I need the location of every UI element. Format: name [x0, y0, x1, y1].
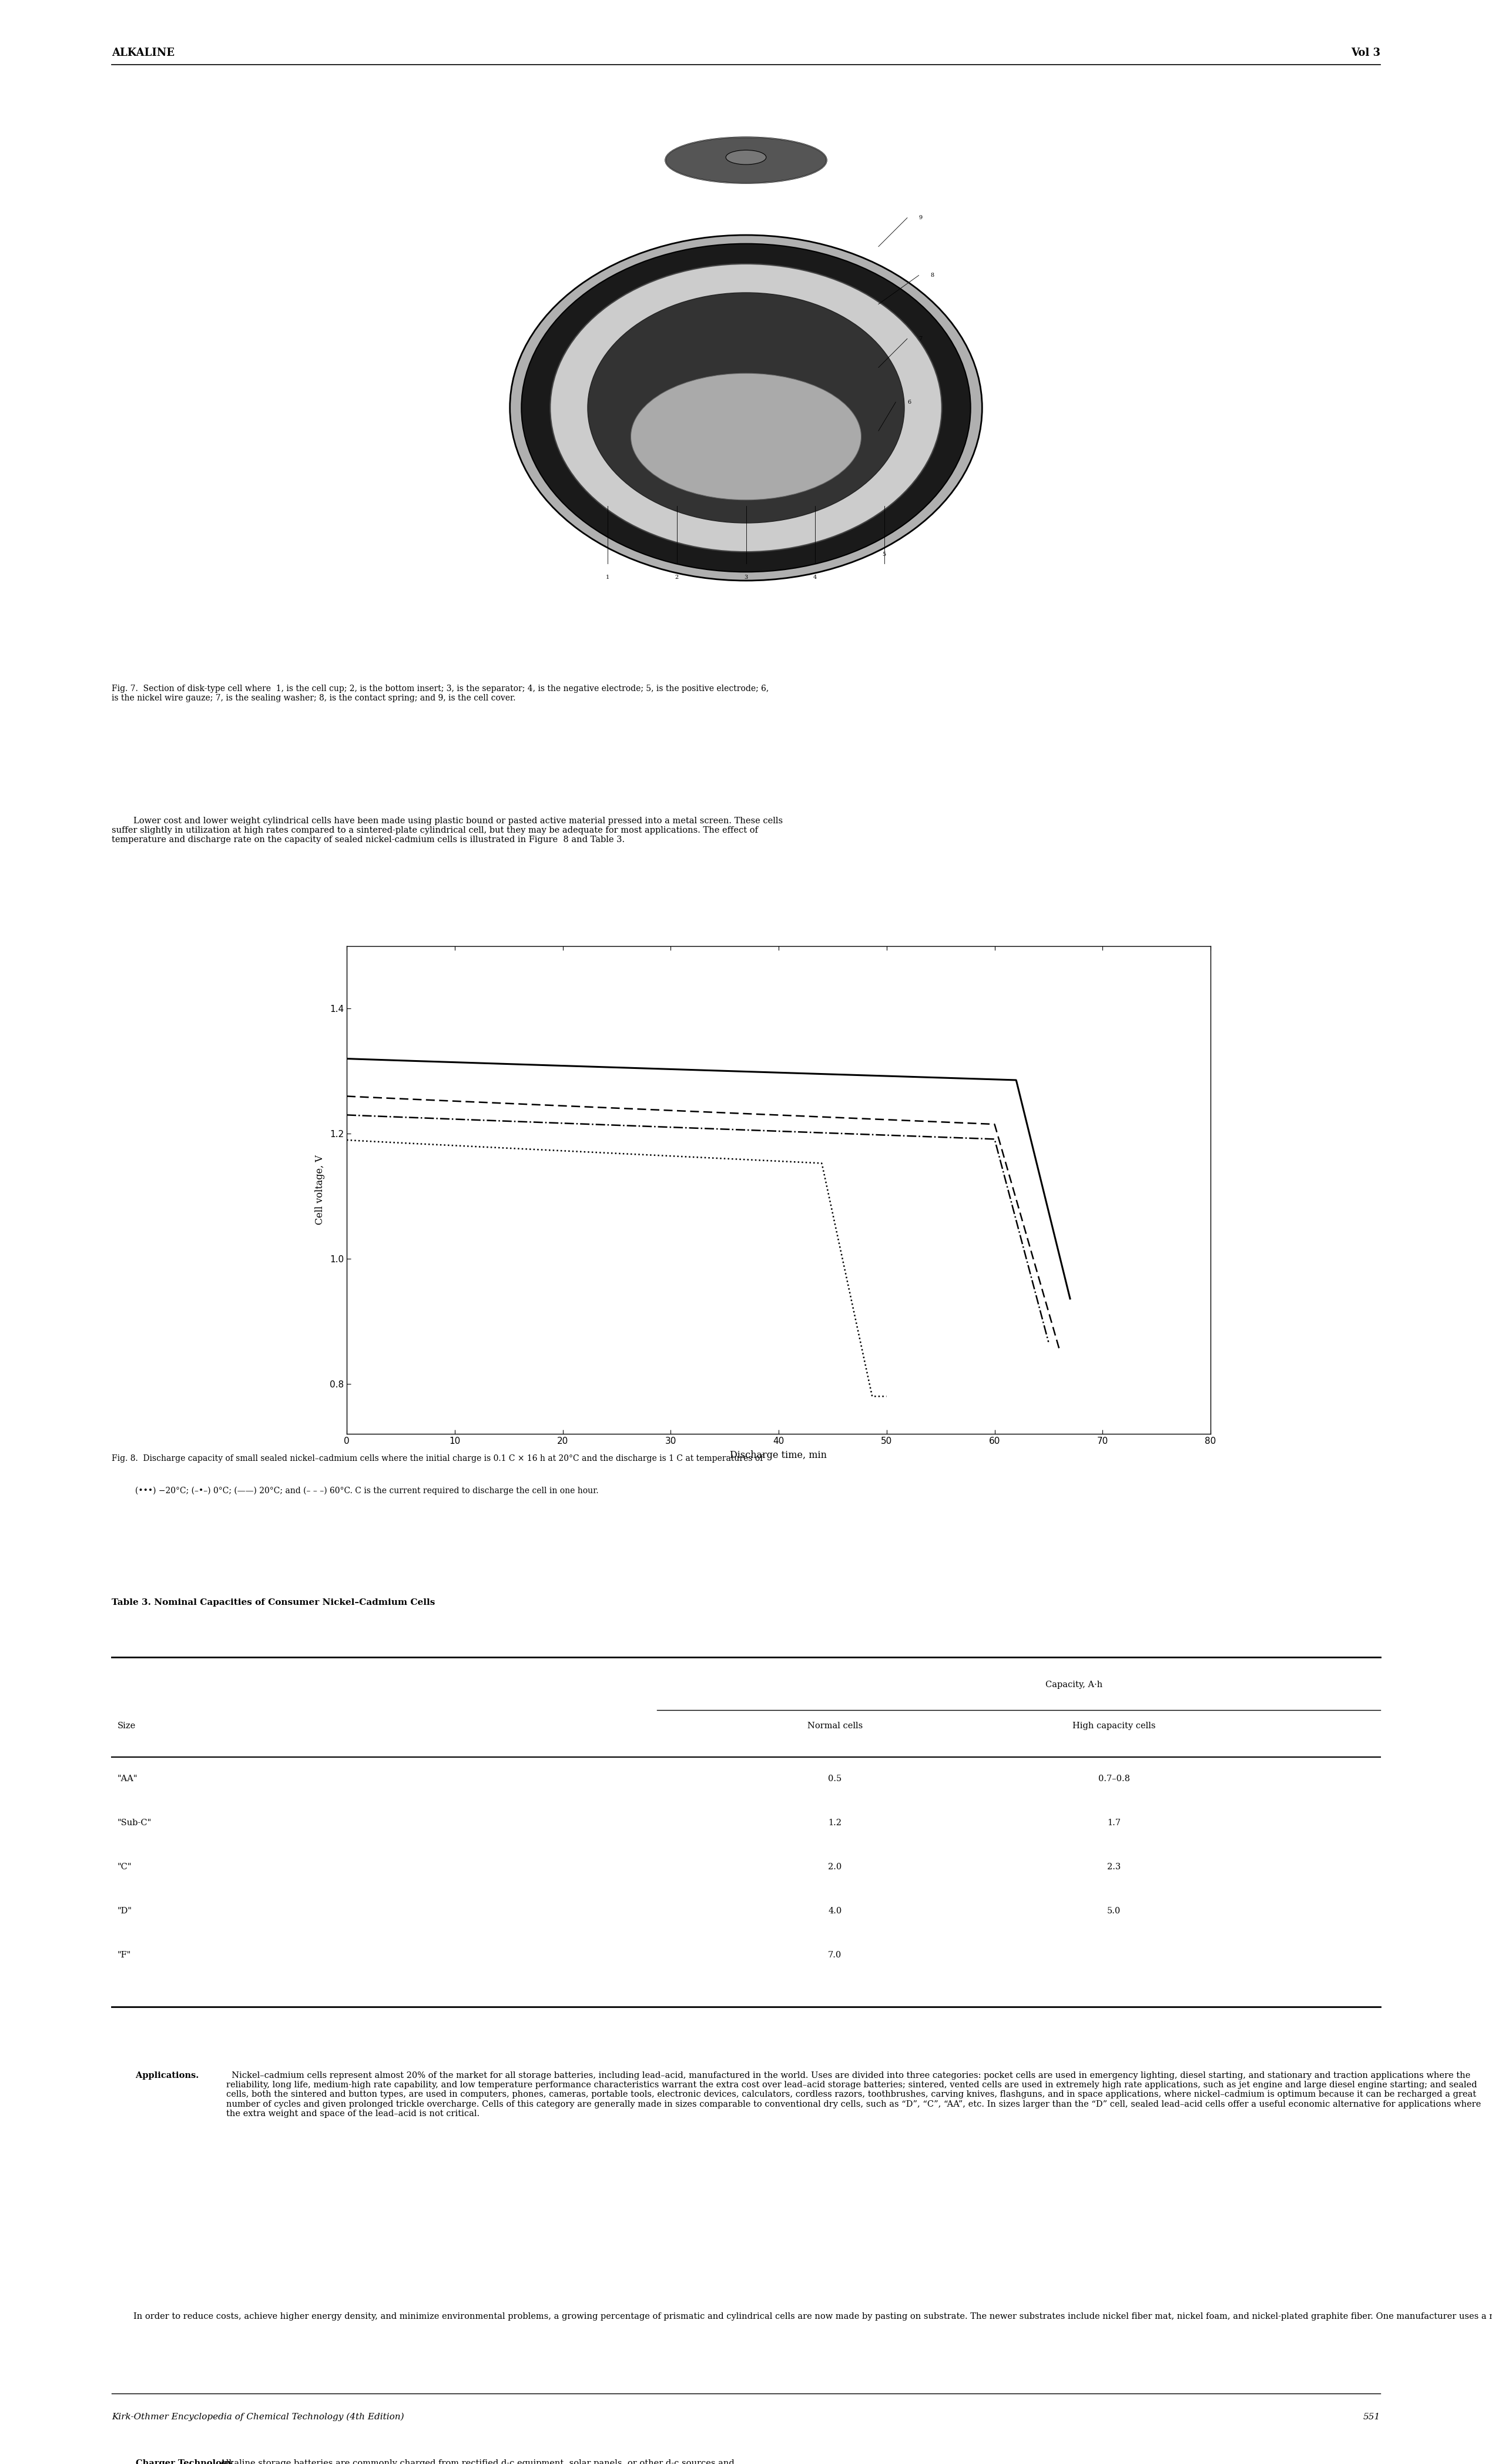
Text: 9: 9: [919, 214, 922, 219]
Text: 8: 8: [931, 274, 934, 278]
Text: "C": "C": [118, 1863, 131, 1870]
Text: (•••) −20°C; (–•–) 0°C; (——) 20°C; and (– – –) 60°C. C is the current required t: (•••) −20°C; (–•–) 0°C; (——) 20°C; and (…: [136, 1486, 598, 1496]
Text: Vol 3: Vol 3: [1350, 47, 1380, 59]
Text: Nickel–cadmium cells represent almost 20% of the market for all storage batterie: Nickel–cadmium cells represent almost 20…: [227, 2072, 1482, 2117]
Ellipse shape: [631, 372, 861, 500]
Text: 4: 4: [813, 574, 818, 579]
Text: Charger Technology.: Charger Technology.: [112, 2459, 234, 2464]
Text: Lower cost and lower weight cylindrical cells have been made using plastic bound: Lower cost and lower weight cylindrical …: [112, 818, 783, 845]
Text: 2.3: 2.3: [1107, 1863, 1120, 1870]
Text: "Sub-C": "Sub-C": [118, 1818, 152, 1826]
Text: Fig. 7.  Section of disk-type cell where  1, is the cell cup; 2, is the bottom i: Fig. 7. Section of disk-type cell where …: [112, 685, 768, 702]
Text: 5.0: 5.0: [1107, 1907, 1120, 1915]
Text: 551: 551: [1364, 2412, 1380, 2422]
Text: 1.7: 1.7: [1107, 1818, 1120, 1826]
Text: 4.0: 4.0: [828, 1907, 841, 1915]
Ellipse shape: [665, 138, 827, 182]
Ellipse shape: [588, 293, 904, 522]
Text: 0.7–0.8: 0.7–0.8: [1098, 1774, 1129, 1784]
Text: Table 3. Nominal Capacities of Consumer Nickel–Cadmium Cells: Table 3. Nominal Capacities of Consumer …: [112, 1599, 436, 1607]
Text: "F": "F": [118, 1951, 131, 1959]
Ellipse shape: [725, 150, 767, 165]
Ellipse shape: [521, 244, 971, 572]
Text: Capacity, A·h: Capacity, A·h: [1046, 1680, 1103, 1688]
Text: Alkaline storage batteries are commonly charged from rectified d-c equipment, so: Alkaline storage batteries are commonly …: [215, 2459, 734, 2464]
Text: 7: 7: [919, 335, 922, 342]
Text: Applications.: Applications.: [112, 2072, 198, 2080]
Text: 1.2: 1.2: [828, 1818, 841, 1826]
Text: 0.5: 0.5: [828, 1774, 841, 1784]
Text: Normal cells: Normal cells: [807, 1722, 862, 1730]
Text: 1: 1: [606, 574, 610, 579]
Text: "D": "D": [118, 1907, 133, 1915]
Ellipse shape: [510, 234, 982, 582]
Text: 2: 2: [674, 574, 679, 579]
Text: "AA": "AA": [118, 1774, 137, 1784]
Text: 5: 5: [882, 552, 886, 557]
Text: High capacity cells: High capacity cells: [1073, 1722, 1155, 1730]
Y-axis label: Cell voltage, V: Cell voltage, V: [315, 1156, 325, 1225]
Text: In order to reduce costs, achieve higher energy density, and minimize environmen: In order to reduce costs, achieve higher…: [112, 2311, 1492, 2321]
Text: Fig. 8.  Discharge capacity of small sealed nickel–cadmium cells where the initi: Fig. 8. Discharge capacity of small seal…: [112, 1454, 762, 1464]
Ellipse shape: [551, 264, 941, 552]
Text: ALKALINE: ALKALINE: [112, 47, 175, 59]
Text: 2.0: 2.0: [828, 1863, 841, 1870]
Text: 3: 3: [745, 574, 747, 579]
Text: 6: 6: [907, 399, 910, 404]
Text: Kirk-Othmer Encyclopedia of Chemical Technology (4th Edition): Kirk-Othmer Encyclopedia of Chemical Tec…: [112, 2412, 404, 2422]
Text: Size: Size: [118, 1722, 136, 1730]
X-axis label: Discharge time, min: Discharge time, min: [730, 1451, 827, 1461]
Text: 7.0: 7.0: [828, 1951, 841, 1959]
